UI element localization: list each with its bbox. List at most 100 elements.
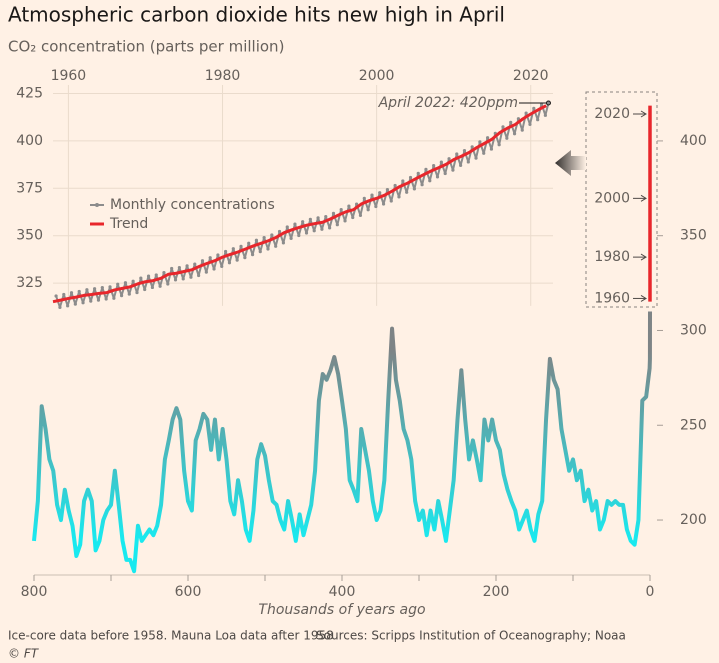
monthly-point [516, 117, 521, 121]
monthly-point [204, 270, 208, 274]
monthly-point [146, 274, 151, 278]
monthly-point [439, 160, 443, 164]
monthly-point [393, 183, 397, 188]
monthly-point [193, 262, 197, 266]
monthly-point [489, 147, 494, 151]
chart-subtitle: CO₂ concentration (parts per million) [8, 38, 284, 56]
monthly-point [258, 250, 262, 254]
year-marker-label: 2020 [594, 106, 630, 122]
chart-title: Atmospheric carbon dioxide hits new high… [8, 3, 505, 27]
monthly-point [119, 293, 124, 298]
monthly-point [227, 261, 232, 265]
monthly-point [362, 196, 366, 200]
x-tick-label: 800 [21, 584, 48, 600]
monthly-point [343, 219, 347, 223]
monthly-point [185, 264, 189, 268]
monthly-point [320, 227, 324, 231]
monthly-point [58, 305, 62, 309]
monthly-point [524, 111, 528, 115]
monthly-point [443, 171, 447, 176]
x-tick-label: 2020 [513, 68, 549, 84]
monthly-point [354, 202, 359, 206]
y-tick-label: 250 [680, 417, 707, 433]
monthly-point [239, 244, 243, 248]
monthly-point [177, 265, 181, 270]
year-marker-label: 1980 [594, 249, 630, 265]
monthly-point [289, 236, 293, 240]
monthly-point [381, 202, 386, 206]
monthly-point [528, 122, 532, 127]
y-tick-label: 400 [680, 133, 707, 149]
year-marker-arrowhead [640, 110, 647, 118]
monthly-point [339, 207, 343, 212]
monthly-point [166, 282, 170, 286]
monthly-point [100, 286, 104, 290]
monthly-point [143, 287, 147, 292]
monthly-point [358, 213, 363, 218]
monthly-point [285, 225, 289, 229]
note: Ice-core data before 1958. Mauna Loa dat… [8, 629, 334, 643]
trend-line [52, 104, 547, 304]
year-marker-arrowhead [640, 253, 647, 261]
x-tick-label: 1960 [51, 68, 87, 84]
monthly-point [543, 113, 547, 117]
monthly-point [428, 179, 432, 183]
monthly-point [181, 277, 185, 281]
monthly-point [482, 151, 486, 155]
monthly-point [293, 222, 297, 226]
year-marker-label: 1960 [594, 290, 630, 306]
x-tick-label: 200 [483, 584, 510, 600]
monthly-point [131, 279, 135, 283]
monthly-point [308, 217, 312, 221]
year-marker-arrowhead [640, 295, 647, 302]
monthly-point [378, 191, 382, 195]
monthly-point [266, 247, 270, 251]
monthly-point [123, 281, 128, 285]
monthly-point [324, 214, 328, 219]
monthly-point [405, 190, 409, 194]
y-tick-label: 200 [680, 512, 707, 528]
monthly-point [416, 171, 420, 175]
credit: © FT [8, 647, 40, 661]
bracket-box [585, 91, 658, 308]
monthly-point [301, 220, 305, 224]
monthly-point [351, 215, 355, 220]
monthly-point [485, 136, 490, 140]
monthly-point [462, 148, 467, 153]
monthly-point [370, 193, 374, 197]
monthly-point [127, 292, 131, 296]
monthly-point [297, 233, 301, 238]
monthly-point [73, 302, 77, 306]
monthly-point [81, 301, 85, 305]
annotation: April 2022: 420ppm [378, 95, 518, 111]
y-tick-label: 350 [16, 228, 43, 244]
monthly-point [532, 106, 536, 110]
monthly-point [274, 244, 278, 248]
monthly-point [66, 304, 70, 308]
monthly-point [224, 249, 228, 254]
legend-label: Trend [109, 216, 148, 232]
monthly-point [316, 216, 320, 220]
monthly-point [335, 223, 339, 227]
x-tick-label: 400 [329, 584, 356, 600]
monthly-point [501, 125, 505, 129]
x-tick-label: 1980 [205, 68, 241, 84]
monthly-point [220, 264, 224, 269]
annotation-dot [545, 100, 551, 106]
monthly-point [401, 179, 405, 183]
monthly-point [69, 291, 74, 295]
monthly-point [412, 187, 416, 191]
monthly-point [262, 235, 266, 240]
monthly-point [96, 298, 101, 302]
monthly-point [270, 233, 274, 237]
ice-core-line [32, 311, 652, 574]
year-marker-label: 2000 [594, 190, 630, 206]
pointer-arrow [555, 150, 586, 176]
legend-label: Monthly concentrations [110, 197, 275, 213]
monthly-point [216, 253, 220, 257]
monthly-point [158, 284, 162, 288]
monthly-point [505, 136, 509, 140]
monthly-point [162, 271, 166, 275]
